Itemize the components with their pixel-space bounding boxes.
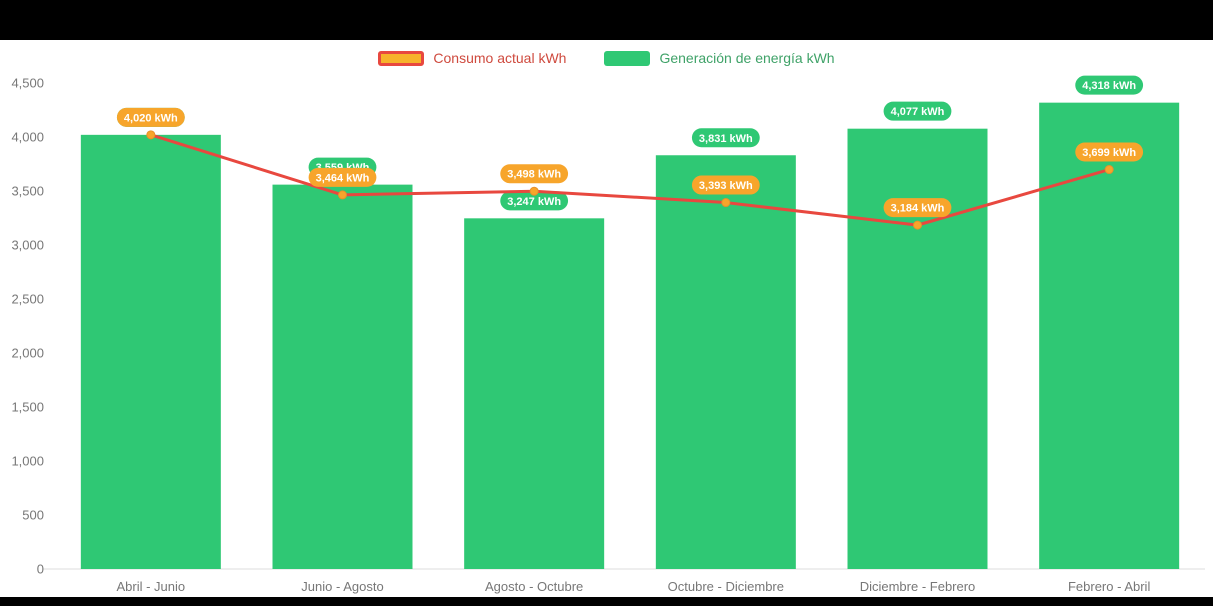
y-axis-tick-label: 4,000	[11, 130, 44, 145]
generacion-value-label: 3,247 kWh	[507, 196, 561, 208]
bar-generacion[interactable]	[464, 218, 605, 569]
bar-generacion[interactable]	[847, 128, 988, 569]
y-axis-tick-label: 1,000	[11, 454, 44, 469]
consumo-marker[interactable]	[338, 190, 347, 200]
x-axis-label: Agosto - Octubre	[485, 579, 583, 594]
consumo-value-label: 4,020 kWh	[124, 112, 178, 124]
consumo-value-label: 3,464 kWh	[316, 172, 370, 184]
consumo-value-pill	[691, 175, 760, 195]
y-axis-tick-label: 3,500	[11, 184, 44, 199]
consumo-value-label: 3,393 kWh	[699, 180, 753, 192]
generacion-value-pill	[500, 191, 569, 211]
legend-label-consumo: Consumo actual kWh	[433, 50, 567, 66]
chart-panel: 0 500 1,000 1,500 2,000 2,500 3,000 3,500 4,000 4…	[0, 40, 1213, 597]
combo-chart: 0 500 1,000 1,500 2,000 2,500 3,000 3,500 4,000 4…	[11, 75, 1205, 594]
x-axis-label: Diciembre - Febrero	[860, 579, 976, 594]
x-axis-label: Febrero - Abril	[1068, 579, 1150, 594]
legend-item-consumo[interactable]: Consumo actual kWh	[378, 50, 566, 66]
generacion-value-label: 4,318 kWh	[1082, 80, 1136, 92]
consumo-marker[interactable]	[146, 130, 156, 140]
bar-generacion[interactable]	[272, 184, 413, 570]
y-axis-tick-label: 1,500	[11, 400, 44, 415]
consumo-value-label: 3,184 kWh	[891, 203, 945, 215]
generacion-value-pill	[691, 128, 760, 148]
consumo-value-pill	[308, 167, 377, 187]
consumo-value-label: 3,699 kWh	[1082, 147, 1136, 159]
legend-label-generacion: Generación de energía kWh	[659, 50, 835, 66]
consumo-value-pill	[116, 107, 185, 127]
consumo-marker[interactable]	[913, 220, 922, 230]
consumo-line	[150, 133, 1110, 227]
y-axis-tick-label: 0	[37, 562, 44, 577]
consumo-value-pill	[500, 164, 569, 184]
consumo-marker[interactable]	[1104, 165, 1114, 175]
x-axis-label: Junio - Agosto	[301, 579, 383, 594]
generacion-value-label: 4,077 kWh	[891, 106, 945, 118]
generacion-swatch-icon	[604, 50, 651, 66]
generacion-value-pill	[1075, 75, 1144, 95]
bar-generacion[interactable]	[655, 155, 796, 569]
bar-generacion[interactable]	[1039, 102, 1180, 569]
consumo-value-pill	[1075, 142, 1144, 162]
consumo-value-label: 3,498 kWh	[507, 169, 561, 181]
generacion-value-label: 3,831 kWh	[699, 133, 753, 145]
generacion-value-pill	[883, 101, 952, 121]
y-axis-tick-label: 500	[22, 508, 44, 523]
x-axis-label: Abril - Junio	[117, 579, 186, 594]
legend-item-generacion[interactable]: Generación de energía kWh	[604, 50, 835, 66]
y-axis-tick-label: 4,500	[11, 76, 44, 91]
bar-generacion[interactable]	[80, 134, 221, 569]
x-axis-label: Octubre - Diciembre	[668, 579, 784, 594]
y-axis-tick-label: 2,000	[11, 346, 44, 361]
y-axis-tick-label: 2,500	[11, 292, 44, 307]
consumo-value-pill	[883, 198, 952, 218]
consumo-marker[interactable]	[721, 198, 731, 208]
y-axis-tick-label: 3,000	[11, 238, 44, 253]
consumo-marker[interactable]	[529, 186, 539, 196]
legend: Consumo actual kWh Generación de energía…	[0, 50, 1213, 66]
consumo-swatch-icon	[378, 50, 425, 66]
